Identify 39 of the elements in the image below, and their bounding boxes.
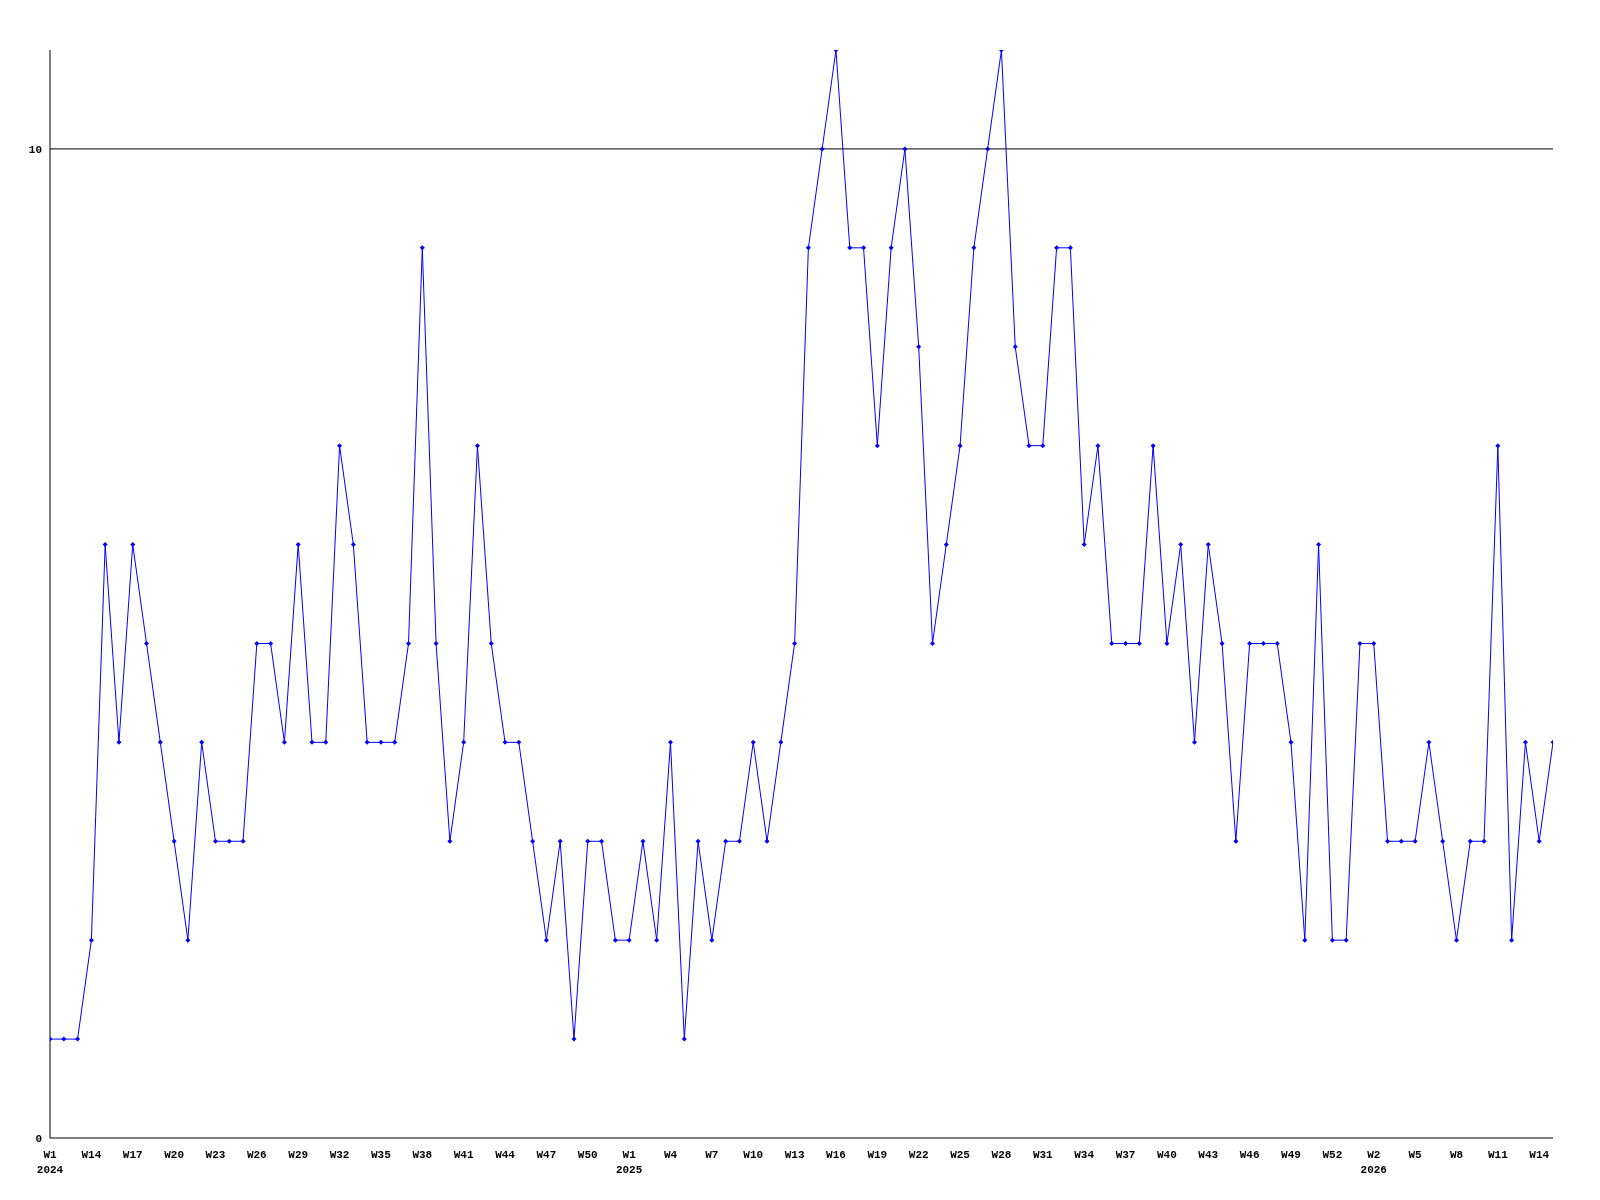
x-tick-label: W13 — [784, 1149, 805, 1161]
x-tick-label: W8 — [1449, 1149, 1464, 1161]
x-tick-label: W34 — [1074, 1149, 1095, 1161]
x-tick-label: W35 — [371, 1149, 392, 1161]
y-tick-label: 10 — [28, 143, 42, 156]
x-tick-label: W5 — [1408, 1149, 1423, 1161]
x-tick-label: W22 — [908, 1149, 929, 1161]
x-tick-label: W23 — [205, 1149, 226, 1161]
x-tick-label: W28 — [991, 1149, 1012, 1161]
x-tick-label: W19 — [867, 1149, 888, 1161]
x-tick-label: W2 2026 — [1360, 1149, 1387, 1176]
x-tick-label: W29 — [288, 1149, 309, 1161]
x-tick-label: W4 — [663, 1149, 678, 1161]
y-tick-label: 0 — [35, 1132, 42, 1145]
x-tick-label: W1 2025 — [615, 1149, 643, 1176]
x-tick-label: W32 — [329, 1149, 350, 1161]
x-tick-label: W41 — [453, 1149, 474, 1161]
x-tick-label: W31 — [1032, 1149, 1054, 1161]
x-tick-label: W1 2024 — [36, 1149, 64, 1176]
x-tick-label: W20 — [164, 1149, 185, 1161]
x-tick-label: W7 — [705, 1149, 719, 1161]
x-tick-label: W44 — [495, 1149, 516, 1161]
x-tick-label: W25 — [950, 1149, 971, 1161]
x-tick-label: W52 — [1322, 1149, 1343, 1161]
x-tick-label: W10 — [743, 1149, 764, 1161]
x-tick-label: W49 — [1281, 1149, 1301, 1161]
x-tick-label: W14 — [81, 1149, 102, 1161]
x-tick-label: W40 — [1157, 1149, 1177, 1161]
x-tick-label: W16 — [826, 1149, 846, 1161]
x-tick-label: W43 — [1198, 1149, 1219, 1161]
x-tick-label: W46 — [1239, 1149, 1260, 1161]
x-tick-label: W14 — [1529, 1149, 1550, 1161]
x-tick-label: W11 — [1487, 1149, 1509, 1161]
x-tick-label: W50 — [577, 1149, 598, 1161]
x-tick-label: W47 — [536, 1149, 557, 1161]
x-tick-label: W17 — [122, 1149, 143, 1161]
x-tick-label: W26 — [246, 1149, 267, 1161]
x-tick-label: W38 — [412, 1149, 433, 1161]
x-tick-label: W37 — [1115, 1149, 1136, 1161]
